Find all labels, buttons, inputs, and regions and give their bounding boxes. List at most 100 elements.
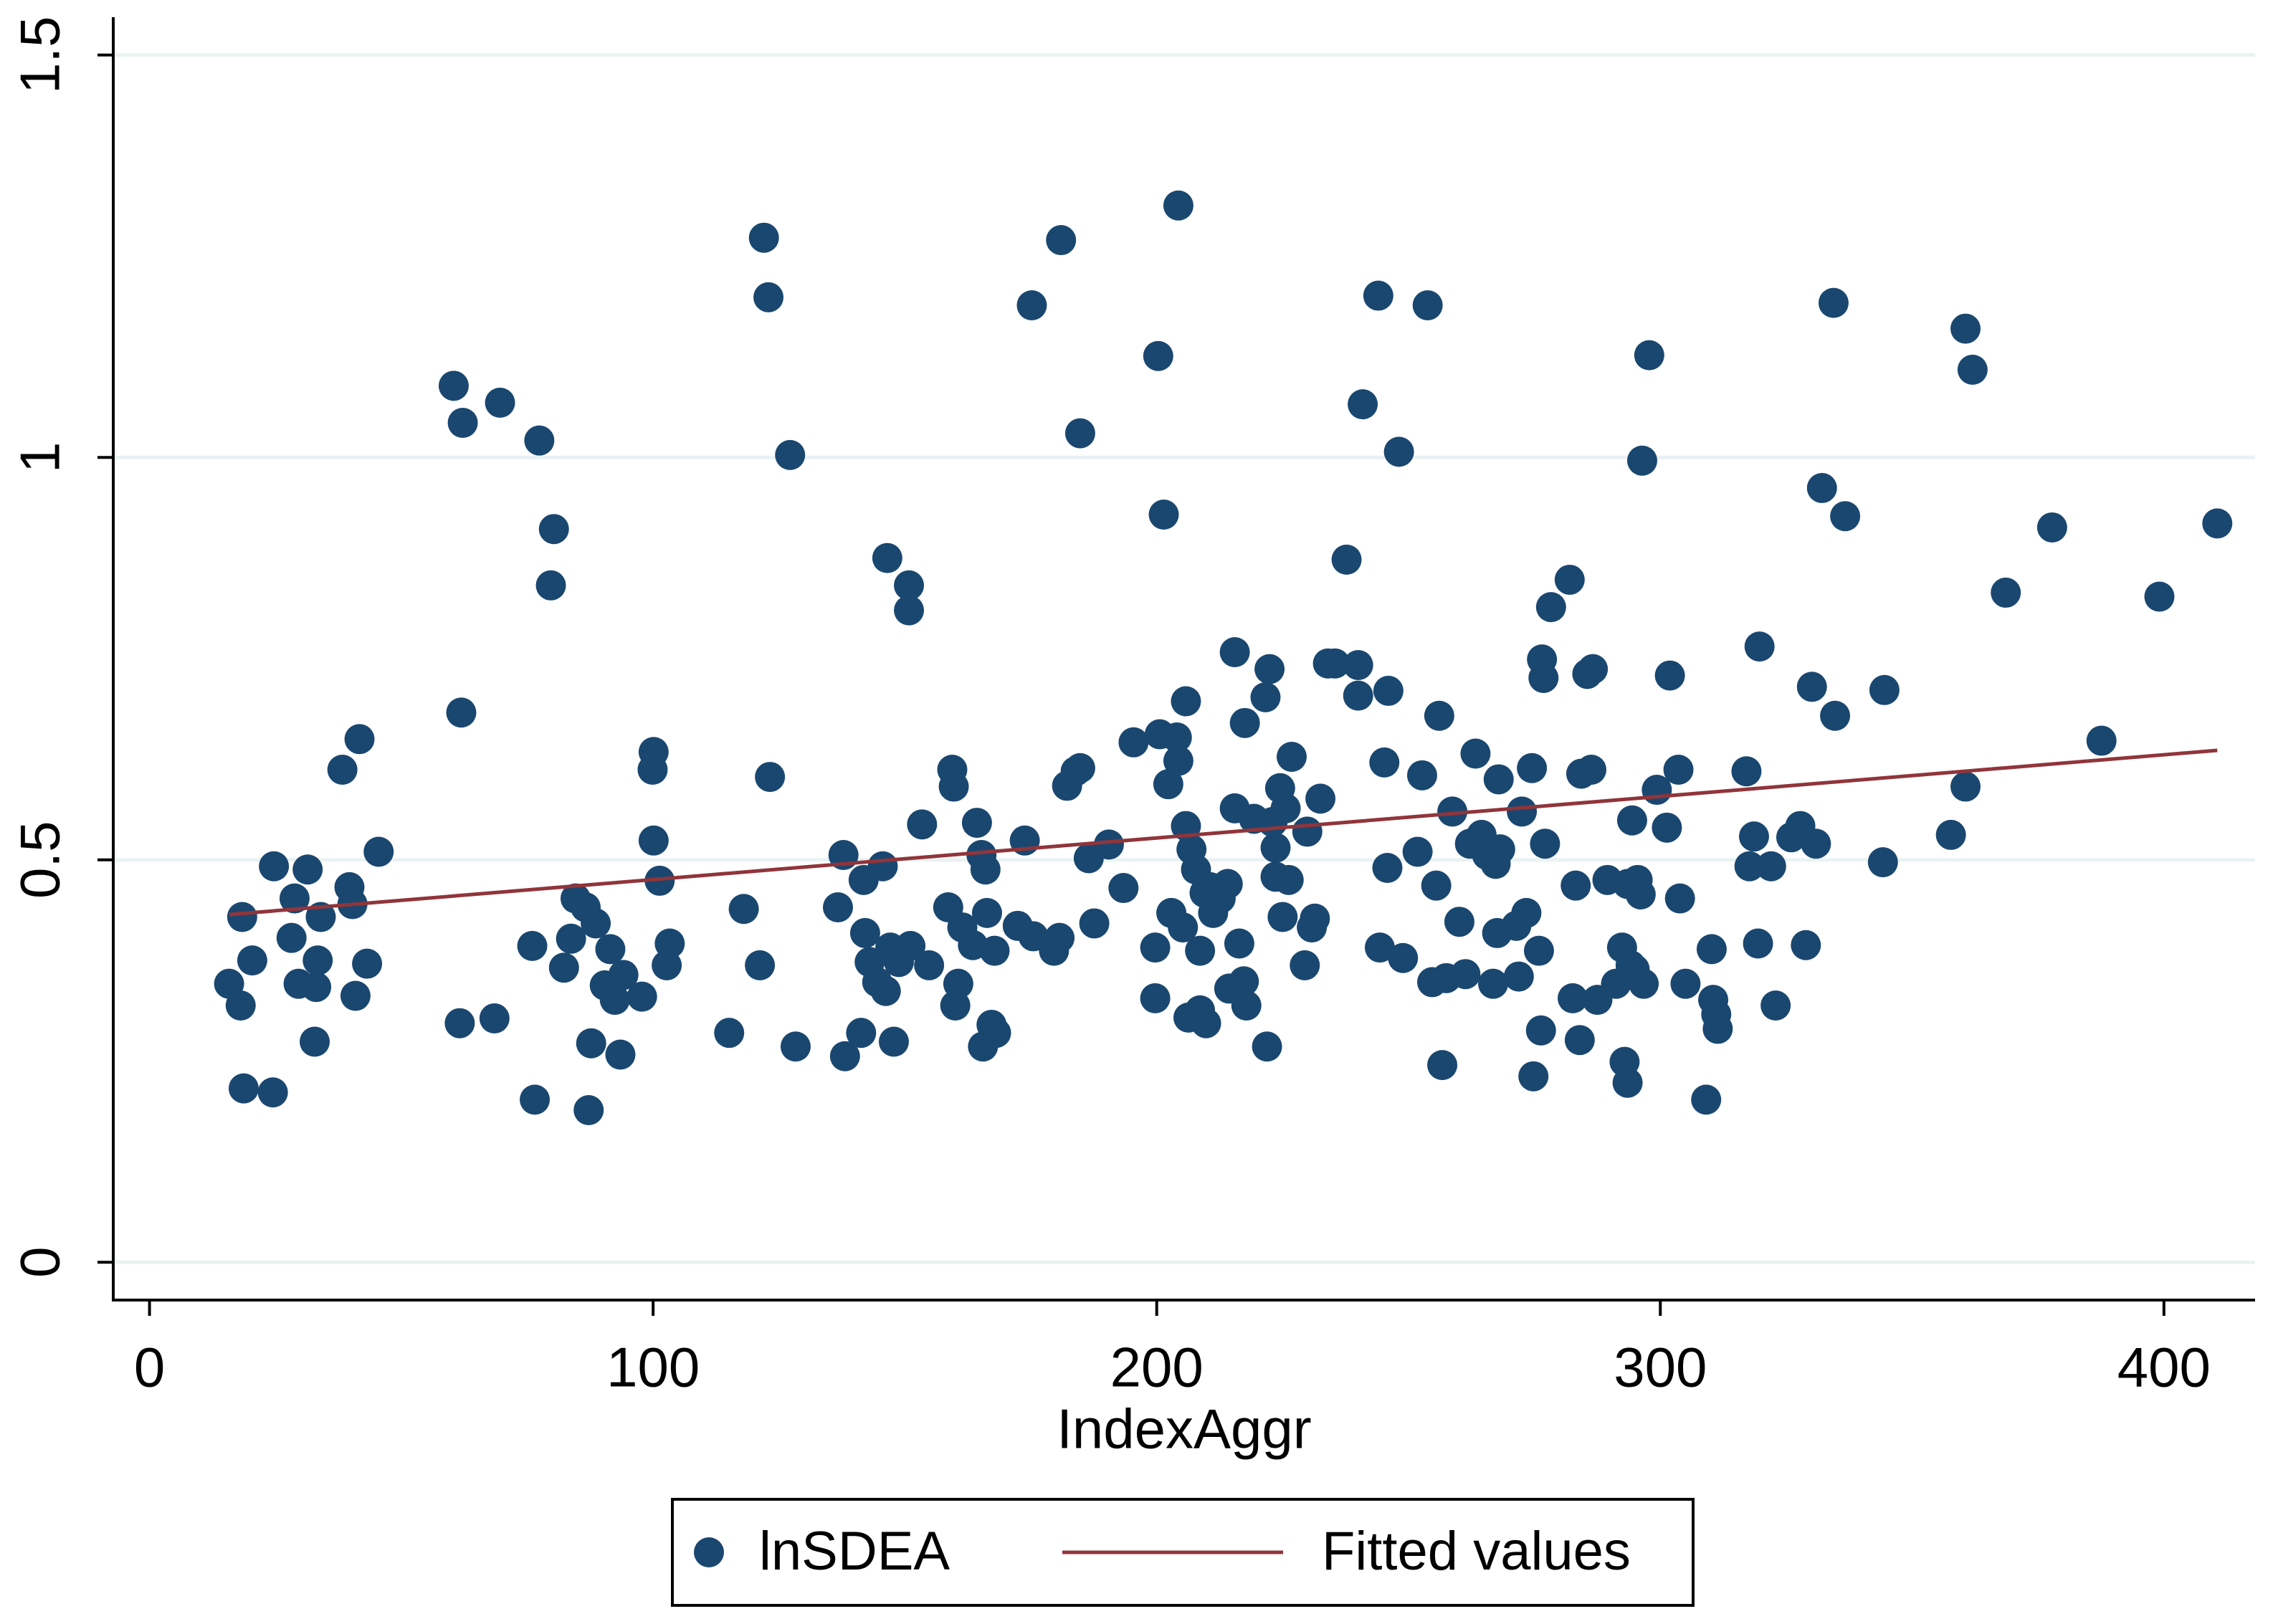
scatter-point: [573, 1094, 604, 1125]
scatter-point: [1153, 769, 1183, 800]
scatter-point: [1140, 932, 1171, 963]
scatter-point: [1820, 700, 1851, 731]
scatter-point: [259, 851, 290, 882]
scatter-point: [581, 908, 611, 939]
scatter-point: [608, 960, 639, 990]
scatter-point: [907, 809, 938, 840]
fitted-line: [229, 748, 2218, 917]
scatter-point: [302, 945, 333, 976]
scatter-point: [654, 928, 685, 959]
scatter-point: [276, 922, 307, 953]
x-tick-label: 100: [606, 1336, 700, 1399]
scatter-point: [517, 930, 548, 961]
scatter-point: [1791, 930, 1821, 960]
x-tick-label: 200: [1110, 1336, 1204, 1399]
scatter-point: [605, 1039, 636, 1070]
scatter-point: [1503, 961, 1534, 992]
scatter-point: [1267, 902, 1298, 932]
scatter-point: [1016, 290, 1047, 321]
scatter-point: [1171, 686, 1201, 717]
scatter-point: [780, 1031, 811, 1062]
scatter-point: [1388, 942, 1419, 973]
scatter-point: [1806, 472, 1837, 503]
scatter-point: [1867, 847, 1898, 878]
scatter-point: [279, 883, 310, 914]
scatter-point: [1760, 990, 1791, 1021]
scatter-point: [599, 985, 630, 1016]
scatter-point: [1652, 812, 1682, 843]
scatter-point: [1564, 1025, 1595, 1056]
scatter-point: [1525, 1015, 1556, 1046]
y-tick-label: 0: [9, 1247, 72, 1278]
x-axis-label: IndexAggr: [1057, 1398, 1312, 1461]
scatter-point: [1161, 722, 1192, 753]
scatter-point: [1219, 637, 1250, 668]
scatter-point: [1523, 935, 1554, 966]
scatter-point: [878, 1026, 909, 1057]
scatter-point: [1372, 852, 1403, 883]
scatter-point: [444, 1008, 475, 1038]
scatter-point: [1143, 340, 1173, 371]
scatter-point: [538, 514, 569, 545]
scatter-point: [1406, 760, 1437, 790]
scatter-point: [1616, 805, 1647, 836]
scatter-point: [1224, 928, 1254, 959]
scatter-point: [1478, 968, 1509, 999]
scatter-point: [1801, 828, 1831, 859]
y-tick-label: 1.5: [9, 16, 72, 94]
scatter-point: [1517, 753, 1548, 783]
y-tick-label: 1: [9, 442, 72, 473]
scatter-point: [961, 808, 992, 839]
scatter-point: [1229, 966, 1259, 997]
scatter-point: [1663, 754, 1694, 785]
scatter-point: [227, 902, 257, 932]
scatter-point: [352, 948, 383, 979]
scatter-point: [1530, 828, 1560, 859]
scatter-point: [1250, 682, 1281, 712]
scatter-point: [1702, 1013, 1733, 1044]
scatter-point: [1755, 851, 1786, 882]
scatter-point: [846, 1018, 877, 1049]
scatter-point: [1046, 225, 1077, 256]
scatter-point: [1343, 680, 1373, 711]
scatter-point: [1305, 783, 1336, 814]
scatter-point: [1485, 834, 1515, 865]
scatter-point: [894, 595, 925, 626]
scatter-point: [1402, 836, 1433, 867]
scatter-point: [1578, 654, 1609, 684]
scatter-point: [1696, 934, 1727, 965]
scatter-point: [748, 222, 779, 253]
scatter-point: [257, 1077, 288, 1108]
scatter-point: [1140, 983, 1171, 1013]
scatter-point: [479, 1003, 510, 1033]
scatter-point: [1796, 672, 1827, 702]
scatter-point: [979, 935, 1010, 966]
scatter-point: [1437, 796, 1468, 827]
scatter-point: [1108, 873, 1139, 904]
scatter-point: [1273, 864, 1304, 895]
scatter-point: [2086, 725, 2117, 756]
scatter-point: [1625, 879, 1656, 910]
scatter-point: [1044, 922, 1075, 953]
scatter-point: [1629, 968, 1659, 999]
scatter-point: [1869, 674, 1900, 705]
scatter-point: [237, 945, 267, 976]
scatter-point: [1424, 700, 1454, 731]
scatter-point: [1064, 753, 1095, 783]
scatter-point: [714, 1018, 745, 1049]
scatter-point: [1270, 793, 1301, 823]
scatter-point: [829, 1041, 860, 1071]
scatter-point: [2202, 508, 2233, 539]
scatter-point: [1612, 1067, 1643, 1098]
scatter-point: [556, 923, 586, 954]
scatter-point: [344, 724, 375, 755]
scatter-point: [1734, 851, 1765, 882]
scatter-point: [1290, 950, 1320, 980]
scatter-point: [485, 387, 515, 418]
scatter-point: [340, 980, 371, 1011]
scatter-point: [1118, 727, 1149, 758]
scatter-point: [1331, 544, 1362, 575]
scatter-point: [1634, 340, 1664, 371]
scatter-point: [1427, 1050, 1458, 1081]
scatter-point: [1744, 631, 1775, 662]
